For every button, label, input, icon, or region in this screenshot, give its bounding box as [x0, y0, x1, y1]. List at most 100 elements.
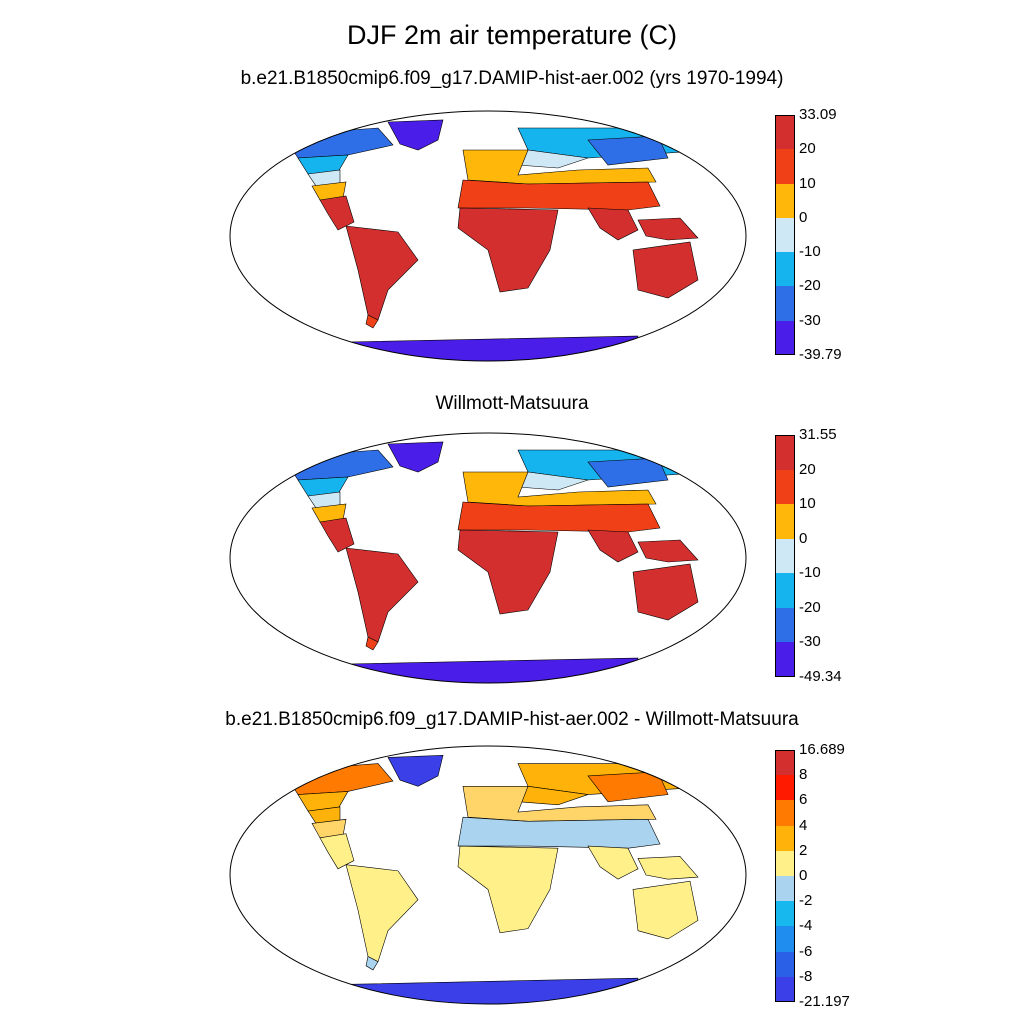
colorbar-swatch: [775, 435, 795, 471]
map-outline: [229, 745, 747, 1005]
land-region: [457, 529, 559, 615]
land-region: [282, 763, 394, 795]
colorbar-tick-label: 0: [799, 529, 808, 547]
colorbar-swatch: [775, 607, 795, 643]
colorbar-tick-label: -20: [799, 598, 821, 616]
land-region: [587, 457, 669, 488]
land-region: [327, 341, 359, 361]
land-region: [365, 956, 379, 971]
land-region: [319, 195, 355, 231]
colorbar-tick-label: 10: [799, 174, 816, 192]
colorbar-tick-label: 20: [799, 460, 816, 478]
land-region: [457, 501, 661, 533]
colorbar-tick-label: 10: [799, 495, 816, 513]
map-fill-layer: [282, 119, 699, 361]
land-region: [345, 225, 419, 321]
land-region: [297, 476, 349, 497]
colorbar-tick-label: -30: [799, 311, 821, 329]
map-outline: [229, 110, 747, 362]
panel-2-title: Willmott-Matsuura: [435, 393, 589, 414]
colorbar-tick-label: 2: [799, 841, 808, 859]
land-region: [632, 241, 699, 299]
panel-3-title: b.e21.B1850cmip6.f09_g17.DAMIP-hist-aer.…: [225, 709, 799, 730]
panel-2-colorbar: 31.55 20 10 0 -10 -20 -30 -49.34: [775, 426, 842, 685]
colorbar-swatch: [775, 825, 795, 852]
colorbar-swatch: [775, 850, 795, 877]
land-region: [457, 845, 559, 934]
colorbar-tick-label: 4: [799, 816, 808, 834]
land-region: [282, 127, 394, 159]
colorbar-tick-label: -6: [799, 942, 813, 960]
land-region: [387, 119, 444, 151]
land-region: [365, 636, 379, 651]
colorbar-tick-label: 0: [799, 867, 808, 884]
colorbar-tick-label: -21.197: [799, 993, 850, 1010]
land-region: [632, 880, 699, 940]
colorbar-tick-label: 8: [799, 766, 808, 784]
colorbar-swatch: [775, 750, 795, 776]
colorbar-swatch: [775, 469, 795, 505]
land-region: [345, 547, 419, 643]
map-outline: [229, 432, 747, 684]
land-region: [637, 539, 699, 563]
colorbar-swatch: [775, 149, 795, 185]
colorbar-tick-label: -10: [799, 243, 821, 261]
colorbar-tick-label: -8: [799, 967, 813, 985]
colorbar-tick-label: 0: [799, 208, 808, 226]
land-region: [347, 335, 639, 361]
colorbar-tick-label: 31.55: [799, 426, 837, 443]
land-region: [327, 983, 359, 1004]
colorbar-swatch: [775, 901, 795, 927]
colorbar-tick-label: 20: [799, 140, 816, 158]
colorbar-tick-label: -20: [799, 277, 821, 295]
colorbar-tick-label: 6: [799, 791, 808, 809]
colorbar-tick-label: 16.689: [799, 741, 845, 758]
land-region: [637, 856, 699, 880]
panel-3-colorbar: 16.689 8 6 4 2 0 -2 -4 -6 -8 -21.197: [775, 741, 850, 1010]
colorbar-swatch: [775, 504, 795, 540]
land-region: [347, 657, 639, 683]
panel-3-map: [229, 745, 747, 1005]
land-region: [345, 864, 419, 963]
land-region: [387, 754, 444, 787]
colorbar-swatch: [775, 573, 795, 609]
land-region: [637, 217, 699, 241]
colorbar-frame: [775, 435, 795, 677]
colorbar-swatch: [775, 286, 795, 322]
panel-1-title: b.e21.B1850cmip6.f09_g17.DAMIP-hist-aer.…: [240, 68, 784, 89]
land-region: [457, 207, 559, 293]
colorbar-tick-label: -4: [799, 917, 813, 935]
colorbar-swatch: [775, 320, 795, 356]
colorbar-frame: [775, 750, 795, 1002]
colorbar-swatch: [775, 876, 795, 902]
land-region: [282, 449, 394, 481]
land-region: [327, 663, 359, 683]
colorbar-tick-label: -30: [799, 633, 821, 651]
land-region: [319, 517, 355, 553]
colorbar-tick-label: 33.09: [799, 106, 837, 123]
land-region: [365, 314, 379, 329]
panel-1-colorbar: 33.09 20 10 0 -10 -20 -30 -39.79: [775, 106, 842, 363]
colorbar-swatch: [775, 252, 795, 287]
colorbar-swatch: [775, 183, 795, 219]
colorbar-swatch: [775, 951, 795, 978]
land-region: [587, 845, 639, 880]
colorbar-swatch: [775, 642, 795, 678]
land-region: [457, 179, 661, 211]
colorbar-frame: [775, 115, 795, 355]
colorbar-swatch: [775, 775, 795, 801]
land-region: [587, 135, 669, 166]
land-region: [319, 833, 355, 870]
map-fill-layer: [282, 441, 699, 683]
land-region: [297, 791, 349, 812]
land-region: [587, 207, 639, 241]
land-region: [297, 154, 349, 175]
colorbar-swatch: [775, 800, 795, 827]
colorbar-swatch: [775, 115, 795, 150]
colorbar-swatch: [775, 217, 795, 253]
colorbar-swatch: [775, 926, 795, 953]
colorbar-swatch: [775, 538, 795, 574]
colorbar-tick-label: -49.34: [799, 668, 842, 685]
land-region: [347, 977, 639, 1004]
colorbar-tick-label: -2: [799, 892, 813, 910]
